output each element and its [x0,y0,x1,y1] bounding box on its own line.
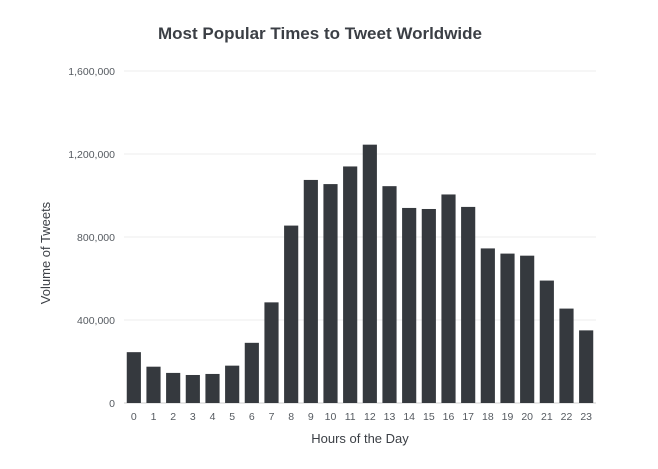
y-tick-label: 0 [109,398,115,410]
bar [146,366,161,403]
y-axis-title: Volume of Tweets [38,201,53,304]
bar [185,374,200,403]
x-tick-label: 11 [345,411,356,423]
x-tick-label: 3 [190,411,196,423]
bar [520,255,535,403]
x-tick-label: 9 [308,411,314,423]
bar [539,280,554,403]
y-ticks: 0 400,000 800,000 1,200,000 1,600,000 [68,66,115,410]
y-tick-label: 1,200,000 [68,149,115,161]
bar [205,373,220,403]
x-tick-label: 16 [443,411,455,423]
y-tick-label: 800,000 [77,232,115,244]
x-ticks: 0 1 2 3 4 5 6 7 8 9 10 11 12 13 14 15 16 17 18 19 20 21 22 23 [131,411,592,423]
x-tick-label: 7 [269,411,275,423]
x-tick-label: 21 [541,411,553,423]
x-tick-label: 23 [580,411,592,423]
bar [225,365,240,403]
bar [500,253,515,403]
x-tick-label: 10 [325,411,337,423]
x-tick-label: 12 [364,411,376,423]
bar [402,207,417,403]
bar [579,330,594,403]
x-tick-label: 22 [561,411,573,423]
x-tick-label: 1 [151,411,157,423]
x-tick-label: 13 [384,411,396,423]
bars [126,144,594,403]
x-tick-label: 0 [131,411,137,423]
bar [264,302,279,403]
x-tick-label: 2 [170,411,176,423]
bar [421,208,436,403]
bar [559,308,574,403]
x-tick-label: 18 [482,411,494,423]
grid [124,70,596,404]
bar [244,342,259,403]
x-tick-label: 6 [249,411,255,423]
bar [362,144,377,403]
bar [303,179,318,403]
x-tick-label: 4 [210,411,216,423]
x-tick-label: 19 [502,411,514,423]
bar [461,206,476,403]
x-tick-label: 8 [288,411,294,423]
y-tick-label: 400,000 [77,315,115,327]
y-tick-label: 1,600,000 [68,66,115,78]
x-tick-label: 17 [462,411,474,423]
bar [441,194,456,403]
x-axis-title: Hours of the Day [311,431,409,446]
bar [382,186,397,403]
bar [166,372,181,403]
x-tick-label: 5 [229,411,235,423]
bar [284,225,299,403]
x-tick-label: 20 [521,411,533,423]
x-tick-label: 15 [423,411,435,423]
bar [343,166,358,403]
chart-title: Most Popular Times to Tweet Worldwide [158,24,482,43]
bar [480,248,495,403]
x-tick-label: 14 [403,411,415,423]
bar [126,352,141,403]
bar [323,184,338,403]
